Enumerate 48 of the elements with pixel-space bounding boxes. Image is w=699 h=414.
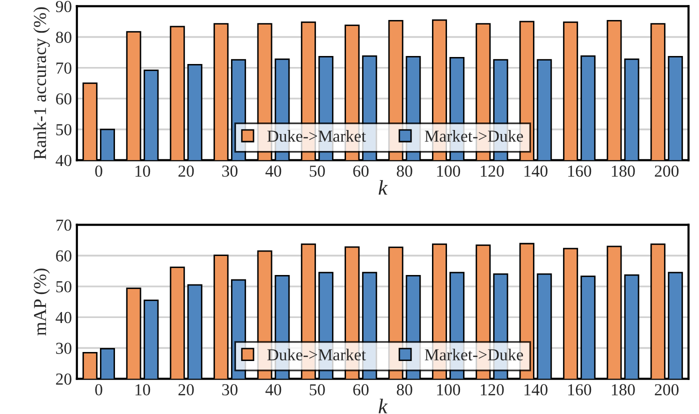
x-tick-label: 80: [396, 166, 412, 177]
y-tick-label: 30: [56, 342, 72, 354]
x-tick-label: 60: [353, 166, 369, 177]
x-tick-label: 50: [310, 166, 325, 177]
y-tick-label: 70: [56, 220, 72, 231]
x-tick-label: 40: [265, 384, 282, 396]
x-tick-label: 140: [524, 384, 548, 396]
x-tick-label: 30: [222, 384, 238, 396]
y-tick-label: 60: [56, 250, 72, 262]
y-tick-label: 40: [56, 154, 72, 166]
x-tick-label: 100: [437, 384, 460, 396]
x-tick-label: 180: [612, 384, 635, 396]
y-tick-label: 90: [56, 0, 72, 12]
y-tick-label: 20: [56, 374, 72, 385]
y-tick-label: 70: [56, 62, 72, 74]
x-tick-label: 180: [612, 166, 635, 177]
y-tick-label: 60: [56, 93, 72, 105]
y-tick-label: 50: [56, 281, 72, 292]
y-axis-title: mAP (%): [33, 268, 50, 336]
x-tick-label: 60: [353, 384, 369, 396]
y-tick-label: 40: [56, 312, 72, 324]
x-tick-label: 20: [178, 384, 194, 396]
x-tick-label: 10: [136, 166, 150, 177]
x-tick-label: 50: [310, 384, 325, 396]
x-tick-label: 0: [95, 166, 102, 177]
x-tick-label: 20: [178, 166, 194, 177]
x-tick-label: 160: [568, 166, 592, 177]
y-tick-label: 80: [56, 32, 72, 43]
y-axis-title: Rank-1 accuracy (%): [33, 7, 50, 160]
x-tick-label: 120: [480, 166, 504, 177]
x-tick-label: 0: [95, 384, 102, 396]
x-tick-label: 10: [136, 384, 150, 396]
x-tick-label: 160: [568, 384, 592, 396]
x-tick-label: 30: [222, 166, 238, 177]
x-axis-title: k: [378, 398, 388, 414]
x-tick-label: 40: [265, 166, 282, 177]
x-tick-label: 140: [524, 166, 548, 177]
x-tick-label: 80: [396, 384, 412, 396]
x-tick-label: 200: [654, 384, 679, 396]
legend-label: Duke->Market: [267, 348, 366, 360]
legend-label: Duke->Market: [267, 130, 366, 142]
legend-label: Market->Duke: [424, 348, 523, 360]
x-tick-label: 100: [437, 166, 460, 177]
x-axis-title: k: [378, 180, 388, 195]
legend-label: Market->Duke: [424, 130, 523, 142]
x-tick-label: 200: [654, 166, 679, 177]
y-tick-label: 50: [56, 124, 72, 136]
x-tick-label: 120: [480, 384, 504, 396]
